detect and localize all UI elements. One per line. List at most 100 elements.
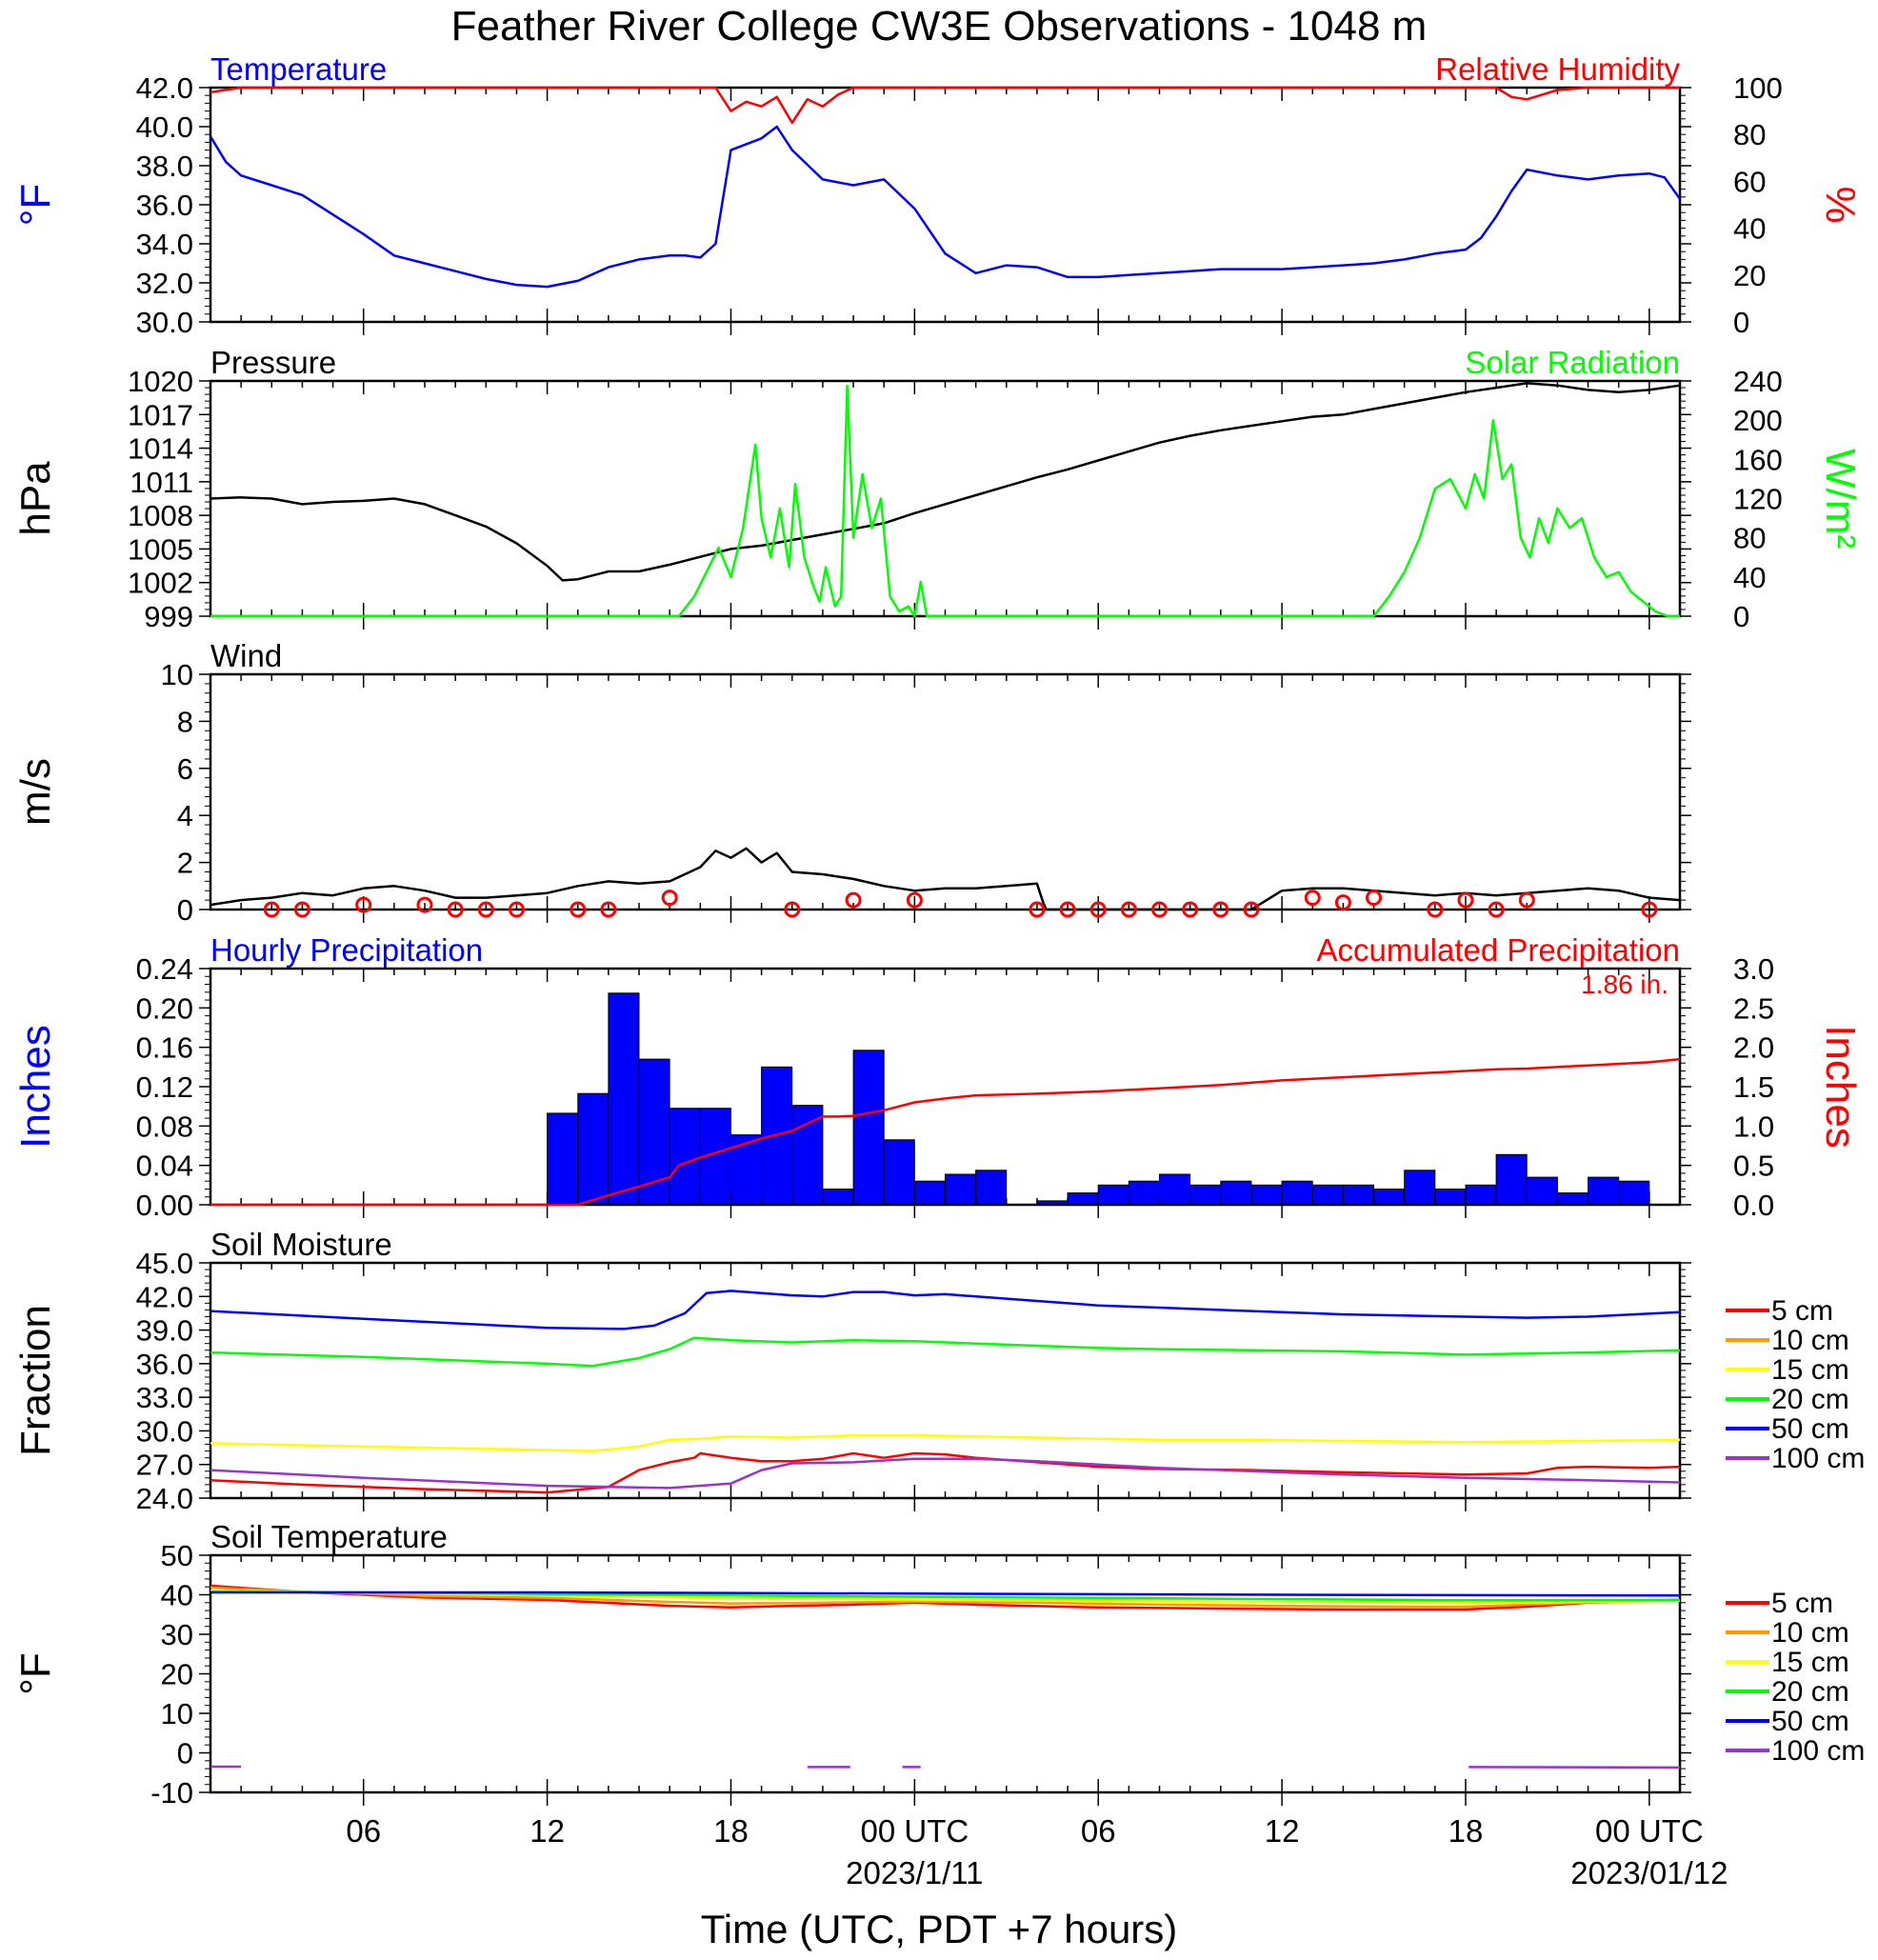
y-tick-label-left: 40 <box>161 1579 193 1612</box>
chart-title: Feather River College CW3E Observations … <box>451 3 1428 50</box>
series-line-50-cm <box>210 1590 1681 1597</box>
x-tick-label: 06 <box>346 1813 381 1849</box>
panel-title-left: Hourly Precipitation <box>210 932 483 968</box>
y-tick-label-right: 60 <box>1733 165 1766 198</box>
legend-label: 100 cm <box>1771 1735 1865 1767</box>
legend-label: 20 cm <box>1771 1676 1849 1708</box>
y-tick-label-right: 0.0 <box>1733 1189 1774 1222</box>
y-tick-label-right: 40 <box>1733 561 1766 594</box>
panel-title-left: Wind <box>210 638 282 673</box>
y-tick-label-left: 30.0 <box>136 306 193 339</box>
y-tick-label-left: 30.0 <box>136 1414 193 1448</box>
panels-group: 30.032.034.036.038.040.042.0020406080100… <box>12 51 1865 1890</box>
y-tick-label-left: 38.0 <box>136 150 193 183</box>
precip-bar <box>1250 1184 1283 1206</box>
panel-title-left: Temperature <box>210 51 387 87</box>
precip-bar <box>1526 1176 1558 1206</box>
panel-wind: 0 2 4 6 8 10 Wind m/s <box>12 638 1691 927</box>
precip-bar <box>791 1105 824 1206</box>
precip-bar <box>608 992 640 1206</box>
series-line-100-cm <box>210 1457 1681 1490</box>
precip-bar <box>1618 1180 1650 1206</box>
y-tick-label-right: 2.0 <box>1733 1031 1774 1065</box>
y-tick-label-left: 2 <box>177 847 193 880</box>
x-tick-label: 12 <box>529 1813 565 1849</box>
x-date-label: 2023/1/11 <box>846 1855 983 1890</box>
series-line-solar-radiation <box>210 384 1680 618</box>
panel-title-right: Solar Radiation <box>1465 345 1680 380</box>
y-tick-label-left: 27.0 <box>136 1449 193 1482</box>
y-tick-label-left: 10 <box>161 1697 193 1730</box>
x-tick-label: 00 UTC <box>1595 1813 1704 1849</box>
precip-bar <box>913 1180 947 1206</box>
legend-label: 10 cm <box>1771 1617 1849 1649</box>
y-tick-label-right: 0.5 <box>1733 1150 1774 1183</box>
wind-direction-marker <box>509 901 525 918</box>
wind-direction-marker <box>1457 891 1474 909</box>
precip-bar <box>1220 1180 1252 1206</box>
y-tick-label-left: 40.0 <box>136 110 193 144</box>
y-tick-label-left: 30 <box>161 1618 193 1651</box>
panel-title-left: Soil Temperature <box>210 1519 448 1554</box>
y-tick-label-left: 20 <box>161 1658 193 1691</box>
y-tick-label-left: 1011 <box>130 466 193 499</box>
y-tick-label-left: 34.0 <box>136 228 193 261</box>
y-tick-label-left: 8 <box>177 705 193 738</box>
y-axis-label-left: hPa <box>12 461 59 536</box>
y-axis-label-right: % <box>1817 186 1864 223</box>
precip-bar <box>669 1108 701 1206</box>
series-line-15-cm <box>210 1433 1681 1452</box>
precip-bar <box>1128 1180 1161 1206</box>
precip-bar <box>547 1112 579 1206</box>
y-tick-label-left: 0.00 <box>136 1189 193 1222</box>
panel-title-left: Pressure <box>210 345 336 380</box>
y-tick-label-left: 1008 <box>128 499 193 532</box>
precip-bar <box>1495 1153 1528 1206</box>
y-tick-label-right: 40 <box>1733 212 1766 246</box>
precip-bar <box>1067 1192 1099 1206</box>
y-tick-label-right: 1.0 <box>1733 1110 1774 1143</box>
legend-label: 15 cm <box>1771 1647 1849 1678</box>
legend-label: 50 cm <box>1771 1706 1849 1737</box>
wind-direction-marker <box>1518 891 1535 909</box>
legend-label: 100 cm <box>1771 1443 1865 1474</box>
x-tick-label: 12 <box>1265 1813 1300 1849</box>
panel-frame <box>209 967 1682 1207</box>
precip-bar <box>1281 1180 1313 1206</box>
y-tick-label-left: 10 <box>161 658 193 691</box>
x-date-label: 2023/01/12 <box>1570 1855 1728 1890</box>
wind-direction-marker <box>1120 901 1137 918</box>
y-tick-label-left: 0 <box>177 1737 193 1770</box>
y-tick-label-left: 6 <box>177 752 193 786</box>
wind-direction-marker <box>355 896 372 913</box>
y-tick-label-left: 0.12 <box>136 1070 193 1104</box>
wind-direction-marker <box>845 891 862 909</box>
series-line-relative-humidity <box>210 86 1680 125</box>
y-axis-label-right: W/m² <box>1817 449 1864 549</box>
y-axis-label-left: m/s <box>12 758 59 826</box>
wind-direction-marker <box>1151 901 1168 918</box>
y-tick-label-left: 1005 <box>128 532 193 566</box>
precip-bar <box>1465 1184 1497 1206</box>
x-tick-label: 18 <box>1448 1813 1484 1849</box>
y-tick-label-left: 42.0 <box>136 1280 193 1313</box>
y-tick-label-left: 0.24 <box>136 952 193 986</box>
precip-bar <box>1159 1173 1191 1206</box>
y-tick-label-left: 36.0 <box>136 1348 193 1381</box>
precip-bar <box>577 1092 609 1206</box>
series-line-20-cm <box>210 1336 1681 1368</box>
series-line-wind <box>210 847 1681 911</box>
y-tick-label-left: 42.0 <box>136 71 193 105</box>
wind-direction-marker <box>447 901 464 918</box>
wind-direction-marker <box>1334 894 1351 911</box>
y-tick-label-left: 0.16 <box>136 1031 193 1065</box>
wind-direction-marker <box>1366 890 1382 907</box>
y-tick-label-left: 0.08 <box>136 1110 193 1143</box>
precip-bar <box>1404 1170 1436 1206</box>
legend-label: 10 cm <box>1771 1325 1849 1356</box>
legend-label: 20 cm <box>1771 1384 1849 1415</box>
y-tick-label-left: 36.0 <box>136 189 193 222</box>
y-tick-label-left: 1020 <box>128 365 193 398</box>
wind-direction-marker <box>1059 901 1076 918</box>
